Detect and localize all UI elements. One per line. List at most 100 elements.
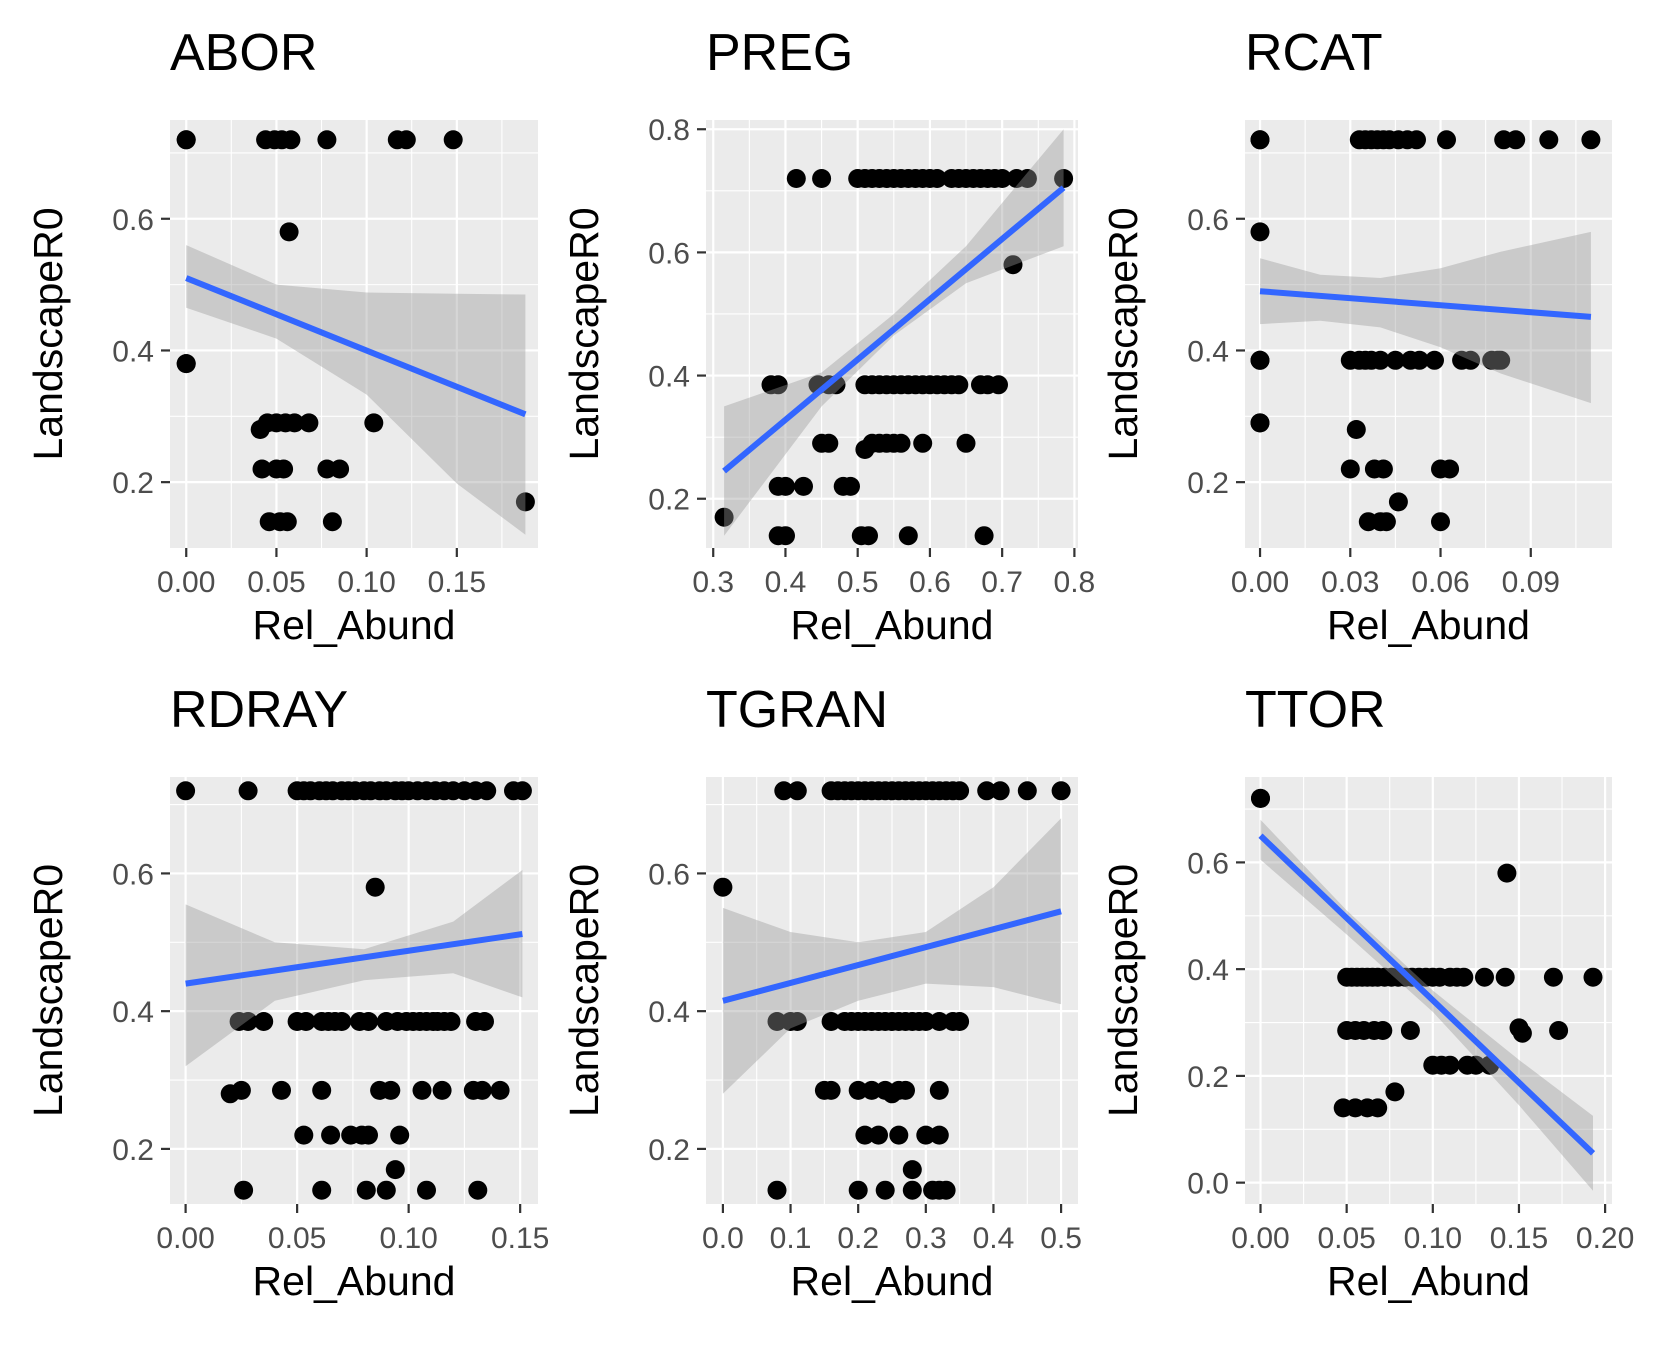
x-tick-label: 0.2: [837, 1222, 879, 1255]
x-axis-title: Rel_Abund: [1327, 602, 1530, 648]
data-point: [916, 1125, 936, 1145]
regression-line: [1259, 288, 1592, 320]
y-tick-label: 0.8: [648, 114, 690, 147]
data-point: [1512, 1023, 1532, 1043]
confidence-band: [186, 245, 526, 535]
x-axis-title: Rel_Abund: [791, 1258, 994, 1304]
data-point: [992, 169, 1012, 188]
data-point: [1250, 350, 1270, 370]
x-tick-label: 0.03: [1321, 566, 1379, 599]
y-tick-label: 0.2: [1187, 1061, 1229, 1094]
y-axis-title: LandscapeR0: [25, 864, 71, 1117]
data-point: [312, 1180, 332, 1200]
x-tick-label: 0.4: [765, 566, 807, 599]
data-point: [252, 459, 272, 479]
x-tick-label: 0.8: [1054, 566, 1096, 599]
data-point: [1475, 967, 1494, 987]
data-point: [1466, 1055, 1486, 1075]
data-point: [950, 781, 970, 801]
data-point: [299, 413, 319, 433]
data-point: [1539, 130, 1559, 150]
data-point: [312, 1080, 332, 1100]
data-point: [234, 1180, 254, 1200]
plot-panel-ttor: 0.00 0.05 0.10 0.15 0.20 0.0 0.2 0.4 0.6 TTOR Rel_…: [1100, 681, 1634, 1304]
data-point: [390, 1125, 410, 1145]
data-point: [317, 130, 337, 150]
plot-panel-rcat: 0.00 0.03 0.06 0.09 0.2 0.4 0.6 RCAT Rel_Abund La…: [1100, 24, 1612, 648]
regression-line: [722, 908, 1062, 1004]
data-point: [1054, 169, 1074, 188]
data-point: [875, 1180, 895, 1200]
x-axis-title: Rel_Abund: [253, 602, 456, 648]
data-point: [176, 354, 196, 374]
data-point: [359, 1125, 378, 1145]
x-tick-label: 0.15: [428, 566, 486, 599]
data-point: [330, 459, 350, 479]
data-point: [1017, 781, 1037, 801]
y-tick-label: 0.0: [1187, 1168, 1229, 1201]
data-point: [891, 433, 911, 453]
regression-line: [722, 185, 1066, 474]
x-tick-label: 0.0: [702, 1222, 744, 1255]
y-tick-label: 0.6: [648, 858, 690, 891]
plot-panel-tgran: 0.0 0.1 0.2 0.3 0.4 0.5 0.2 0.4 0.6 TGRAN Rel_Abun…: [561, 681, 1082, 1304]
data-point: [296, 1012, 316, 1031]
data-point: [913, 433, 933, 453]
data-point: [889, 1125, 909, 1145]
data-point: [956, 433, 976, 453]
data-point: [1407, 130, 1426, 150]
data-point: [356, 1180, 376, 1200]
data-point: [1437, 130, 1456, 150]
data-point: [1454, 967, 1474, 987]
data-point: [1549, 1021, 1569, 1040]
y-axis-title: LandscapeR0: [25, 207, 71, 460]
x-tick-label: 0.4: [973, 1222, 1015, 1255]
panel-title: TGRAN: [706, 681, 888, 739]
data-point: [787, 781, 807, 801]
data-point: [322, 512, 342, 532]
y-tick-label: 0.4: [648, 996, 690, 1029]
data-point: [989, 375, 1008, 395]
data-point: [1543, 967, 1563, 987]
data-point: [279, 222, 299, 242]
data-point: [468, 1180, 488, 1200]
data-point: [848, 1080, 868, 1100]
data-point: [929, 1125, 949, 1145]
data-point: [916, 1012, 936, 1031]
data-point: [1373, 459, 1393, 479]
data-point: [1388, 492, 1408, 512]
x-tick-label: 0.20: [1576, 1222, 1634, 1255]
panel-title: ABOR: [170, 24, 317, 82]
data-point: [1250, 222, 1270, 242]
data-point: [1051, 781, 1071, 801]
x-tick-label: 0.06: [1411, 566, 1469, 599]
x-tick-label: 0.10: [337, 566, 395, 599]
data-point: [1583, 967, 1603, 987]
data-point: [1440, 1055, 1460, 1075]
data-point: [176, 781, 196, 801]
x-axis-title: Rel_Abund: [253, 1258, 456, 1304]
data-point: [1373, 1021, 1393, 1040]
plot-content: [176, 781, 532, 1200]
x-tick-label: 0.1: [770, 1222, 812, 1255]
y-tick-label: 0.6: [1187, 847, 1229, 880]
data-point: [490, 1080, 510, 1100]
data-point: [385, 1160, 405, 1180]
data-point: [819, 433, 839, 453]
x-tick-label: 0.00: [1231, 566, 1289, 599]
data-point: [365, 877, 385, 897]
data-point: [321, 1125, 341, 1145]
data-point: [949, 375, 969, 395]
data-point: [231, 1080, 251, 1100]
data-point: [1250, 130, 1270, 150]
data-point: [950, 1012, 970, 1031]
data-point: [841, 476, 860, 496]
data-point: [714, 507, 734, 527]
regression-line: [185, 275, 527, 418]
y-tick-label: 0.4: [1187, 335, 1229, 368]
data-point: [812, 169, 832, 188]
data-point: [859, 526, 878, 546]
plot-content: [176, 130, 535, 535]
data-point: [1370, 350, 1390, 370]
data-point: [443, 130, 463, 150]
